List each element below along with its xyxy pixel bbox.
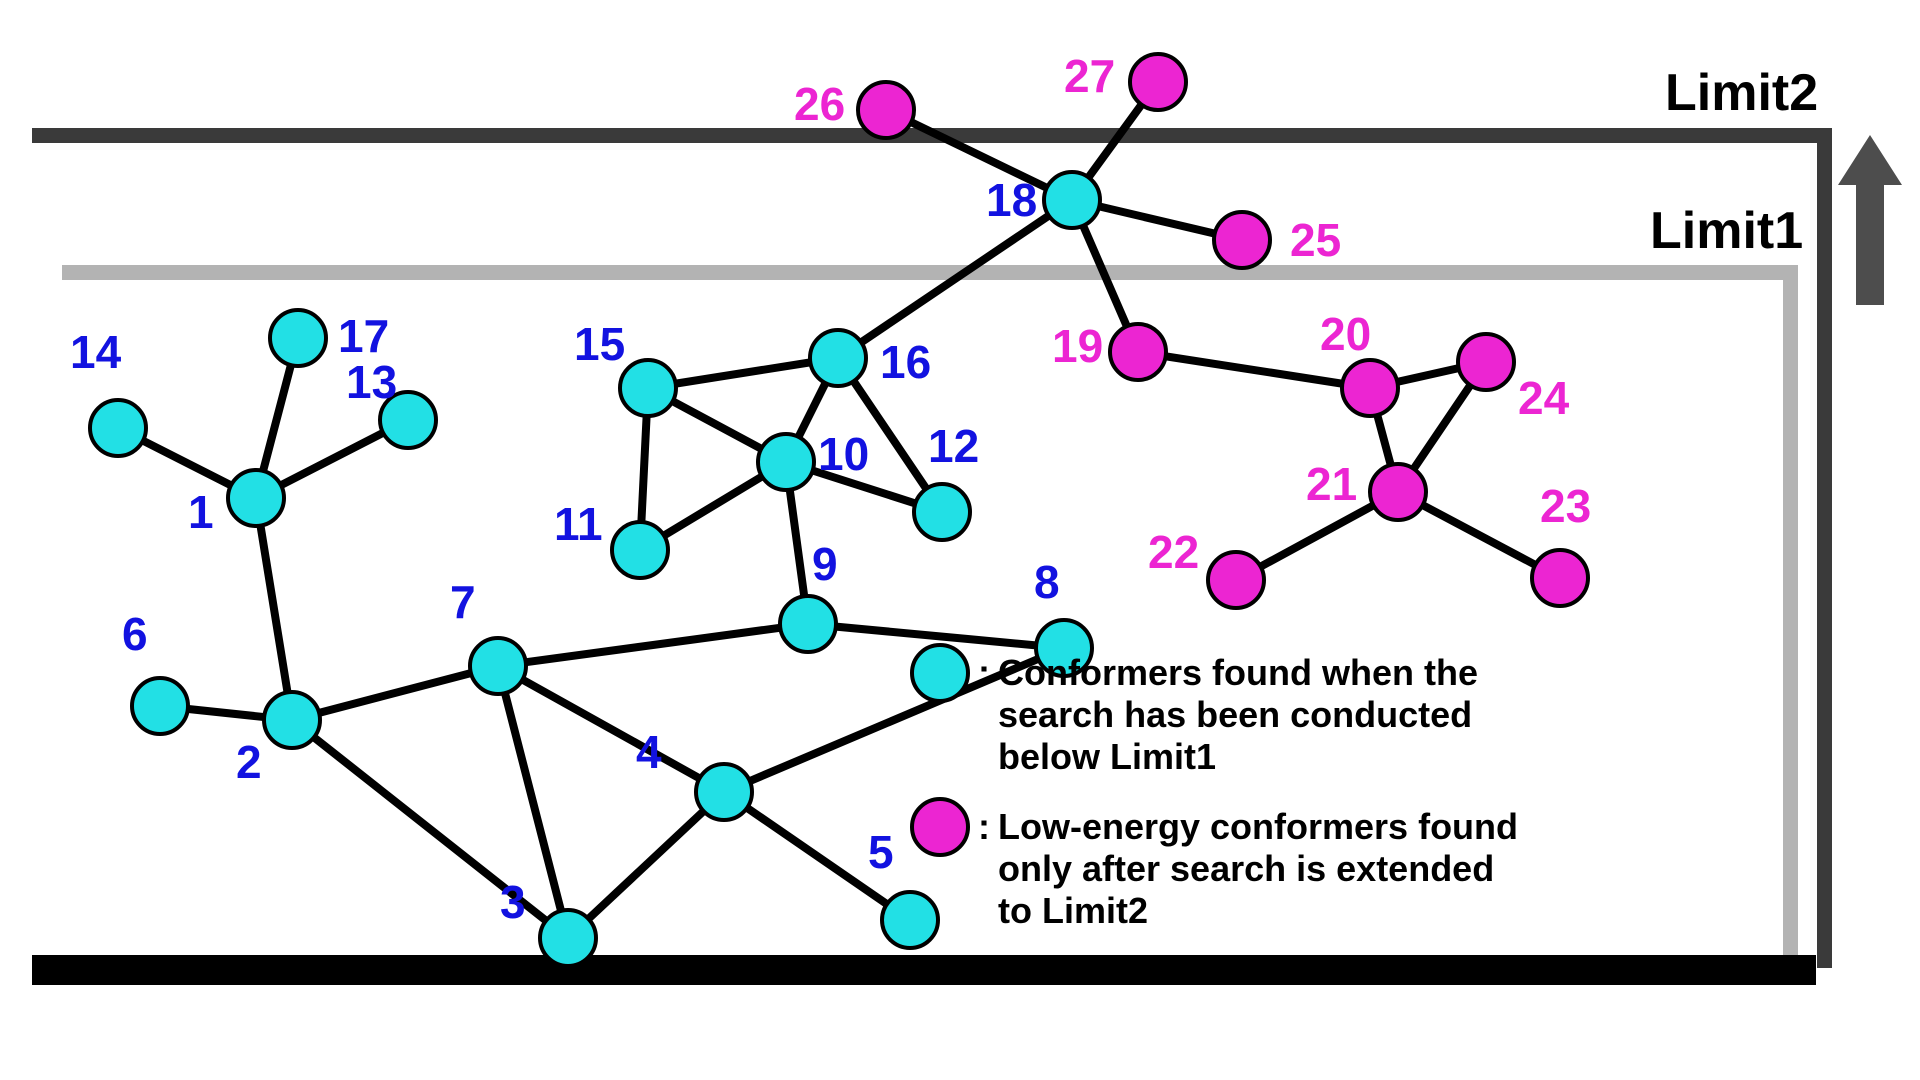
legend-dot-cyan	[912, 645, 968, 701]
conformer-node-2	[264, 692, 320, 748]
conformer-node-1	[228, 470, 284, 526]
node-label-17: 17	[338, 310, 389, 362]
limit2-label: Limit2	[1665, 64, 1818, 122]
node-label-27: 27	[1064, 50, 1115, 102]
conformer-node-18	[1044, 172, 1100, 228]
node-label-4: 4	[636, 726, 662, 778]
conformer-node-3	[540, 910, 596, 966]
node-label-7: 7	[450, 576, 476, 628]
node-label-25: 25	[1290, 214, 1341, 266]
conformer-network-diagram: Limit2Limit11234567891011121314151617181…	[0, 0, 1920, 1080]
node-label-13: 13	[346, 356, 397, 408]
legend-colon: :	[978, 652, 990, 693]
legend-text-cyan-line2: below Limit1	[998, 736, 1216, 777]
node-label-19: 19	[1052, 320, 1103, 372]
node-label-22: 22	[1148, 526, 1199, 578]
conformer-node-12	[914, 484, 970, 540]
conformer-node-23	[1532, 550, 1588, 606]
edge	[886, 110, 1072, 200]
edge	[568, 792, 724, 938]
legend-dot-magenta	[912, 799, 968, 855]
energy-arrow-up-icon	[1838, 135, 1902, 305]
conformer-node-14	[90, 400, 146, 456]
legend-text-magenta-line0: Low-energy conformers found	[998, 806, 1518, 847]
legend-text-cyan-line0: Conformers found when the	[998, 652, 1478, 693]
node-label-20: 20	[1320, 308, 1371, 360]
legend-colon: :	[978, 806, 990, 847]
conformer-node-19	[1110, 324, 1166, 380]
node-label-8: 8	[1034, 556, 1060, 608]
node-label-5: 5	[868, 826, 894, 878]
node-label-15: 15	[574, 318, 625, 370]
node-label-12: 12	[928, 420, 979, 472]
legend-text-cyan-line1: search has been conducted	[998, 694, 1472, 735]
conformer-node-9	[780, 596, 836, 652]
base-bar	[32, 955, 1816, 985]
edge	[498, 666, 724, 792]
node-label-24: 24	[1518, 372, 1570, 424]
limit2-right-post	[1817, 128, 1832, 968]
legend-text-magenta-line2: to Limit2	[998, 890, 1148, 931]
node-label-6: 6	[122, 608, 148, 660]
conformer-node-10	[758, 434, 814, 490]
conformer-node-15	[620, 360, 676, 416]
legend-text-magenta-line1: only after search is extended	[998, 848, 1494, 889]
node-label-2: 2	[236, 736, 262, 788]
edge	[292, 666, 498, 720]
node-label-11: 11	[554, 498, 603, 550]
edge	[292, 720, 568, 938]
node-label-14: 14	[70, 326, 122, 378]
node-label-26: 26	[794, 78, 845, 130]
node-label-16: 16	[880, 336, 931, 388]
conformer-node-27	[1130, 54, 1186, 110]
node-label-18: 18	[986, 174, 1037, 226]
conformer-node-26	[858, 82, 914, 138]
node-label-10: 10	[818, 428, 869, 480]
conformer-node-7	[470, 638, 526, 694]
node-label-23: 23	[1540, 480, 1591, 532]
node-label-21: 21	[1306, 458, 1357, 510]
node-label-1: 1	[188, 486, 214, 538]
limit1-label: Limit1	[1650, 202, 1803, 260]
conformer-node-22	[1208, 552, 1264, 608]
conformer-node-21	[1370, 464, 1426, 520]
limit1-top-bar	[62, 265, 1798, 280]
edge	[256, 498, 292, 720]
conformer-node-20	[1342, 360, 1398, 416]
conformer-node-6	[132, 678, 188, 734]
edge	[498, 624, 808, 666]
node-label-3: 3	[500, 876, 526, 928]
conformer-node-25	[1214, 212, 1270, 268]
limit1-right-post	[1783, 265, 1798, 965]
conformer-node-17	[270, 310, 326, 366]
conformer-node-16	[810, 330, 866, 386]
conformer-node-11	[612, 522, 668, 578]
conformer-node-5	[882, 892, 938, 948]
conformer-node-4	[696, 764, 752, 820]
node-label-9: 9	[812, 538, 838, 590]
node-labels-group: 1234567891011121314151617181920212223242…	[70, 50, 1591, 928]
conformer-node-24	[1458, 334, 1514, 390]
